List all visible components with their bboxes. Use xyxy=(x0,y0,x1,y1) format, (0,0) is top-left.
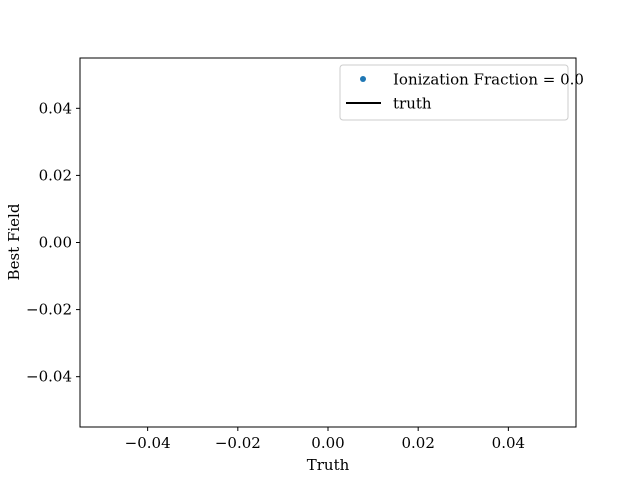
x-tick-label: 0.04 xyxy=(492,434,525,452)
legend: Ionization Fraction = 0.0 truth xyxy=(339,64,584,121)
y-tick-label: 0.00 xyxy=(39,234,72,252)
x-axis-ticks: −0.04 −0.02 0.00 0.02 0.04 xyxy=(125,427,525,452)
x-axis-label: Truth xyxy=(307,456,350,474)
y-axis-ticks: −0.04 −0.02 0.00 0.02 0.04 xyxy=(26,99,80,386)
x-tick-label: −0.04 xyxy=(125,434,171,452)
y-tick-label: −0.02 xyxy=(26,301,72,319)
legend-box xyxy=(339,64,569,121)
x-tick-label: −0.02 xyxy=(215,434,261,452)
y-tick-label: −0.04 xyxy=(26,368,72,386)
y-tick-label: 0.04 xyxy=(39,99,72,117)
x-tick-label: 0.00 xyxy=(311,434,344,452)
legend-entry-ionization: Ionization Fraction = 0.0 xyxy=(393,71,584,89)
legend-marker-scatter xyxy=(360,76,366,82)
y-tick-label: 0.02 xyxy=(39,166,72,184)
legend-entry-truth: truth xyxy=(393,95,432,113)
x-tick-label: 0.02 xyxy=(401,434,434,452)
y-axis-label: Best Field xyxy=(5,203,23,280)
